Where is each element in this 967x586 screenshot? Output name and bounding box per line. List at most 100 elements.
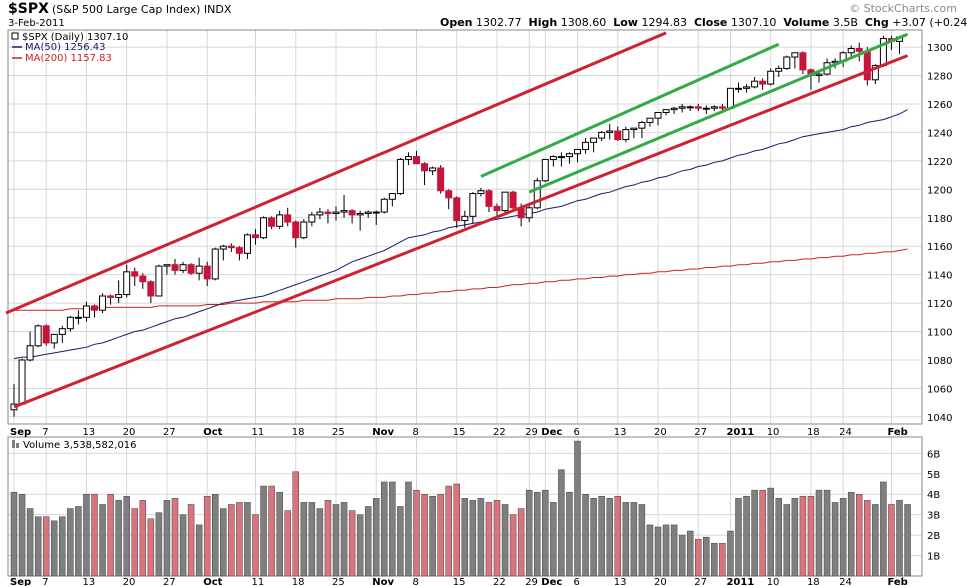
candle [775,65,783,77]
ma50-path [13,109,908,360]
candle [654,111,662,126]
volume-bar [598,496,605,577]
candle [662,109,670,116]
date-tick-label: 25 [332,427,345,438]
volume-bar [203,496,211,577]
volume-bar [18,493,26,577]
candle [565,152,573,164]
volume-bar [236,502,243,577]
volume-bar [10,491,18,577]
volume-bar [437,493,444,577]
candle-body [252,234,259,239]
volume-bar [212,493,219,577]
volume-legend: Volume 3,538,582,016 [12,440,137,451]
candle-body [308,214,316,223]
candle-body [646,117,654,123]
legend-volume-text: Volume 3,538,582,016 [23,440,137,451]
volume-bar [99,504,106,577]
volume-bar [872,504,879,577]
date-axis-price: Sep 7 13 20 27 Oct 11 18 25 Nov 8 15 22 29 Dec 6 13 20 27 2… [10,427,908,438]
candle [332,206,340,221]
volume-bar [550,502,557,577]
trendline-red [13,54,909,409]
candle-body [493,205,501,212]
candle-body [871,65,879,81]
legend-volume-swatch [12,440,15,448]
volume-bar [847,491,855,577]
volume-tick-label: 1B [927,552,940,563]
date-tick-label: Dec [541,427,562,438]
candle [372,210,380,225]
candle [300,219,308,240]
ma50-line [13,109,908,360]
date-tick-label-volume: 8 [413,577,419,586]
volume-bar [123,496,130,577]
date-tick-label: 27 [694,427,707,438]
volume-bar [678,534,686,577]
volume-bar [83,493,90,577]
candle-body [557,156,565,159]
candle-body [606,130,614,133]
trendline-red [5,31,667,315]
candle [131,267,139,287]
volume-bar [421,493,428,577]
date-tick-label: 24 [839,427,852,438]
candle-body [66,316,74,330]
candle-body [686,106,694,109]
volume-bar [582,493,589,577]
volume-bar [445,485,452,577]
volume-bar [373,498,380,577]
candle-body [26,345,34,361]
date-tick-label-volume: 13 [82,577,95,586]
candle [815,71,823,83]
date-tick-label: 20 [123,427,136,438]
candle-body [598,131,606,139]
volume-bar [606,498,613,577]
candle [26,331,34,362]
date-tick-label: Sep [10,427,31,438]
candle-body [549,156,557,160]
candle [710,105,718,112]
candle-body [445,190,453,199]
candle [533,177,541,210]
candle-body [260,217,268,239]
volume-label: Volume [783,16,830,29]
date-tick-label: Nov [372,427,394,438]
date-tick-label-volume: Oct [203,577,222,586]
price-tick-label: 1100 [927,328,952,339]
volume-bar [405,481,412,577]
candle-body [565,153,573,158]
date-tick-label: Feb [887,427,907,438]
price-tick-label: 1240 [927,128,952,139]
date-tick-label-volume: 10 [767,577,780,586]
volume-bar [26,508,34,577]
candle [171,259,179,275]
candle-body [847,47,855,54]
volume-bar [131,508,138,577]
price-tick-label: 1260 [927,100,952,111]
date-tick-label: 11 [252,427,265,438]
volume-bar [51,520,58,577]
volume-bar [340,502,348,577]
candle [767,68,775,86]
candle-body [324,211,332,214]
candle-body [380,198,388,213]
date-tick-label-volume: 20 [654,577,667,586]
volume-bar [308,502,316,577]
candle [694,103,702,112]
volume-bar [244,502,251,577]
low-label: Low [613,16,638,29]
candle-body [404,156,412,160]
candle-body [791,52,799,58]
date-tick-label-volume: 7 [42,577,48,586]
candle-body [58,328,66,335]
price-tick-label: 1220 [927,157,952,168]
candle [211,247,219,281]
candle-body [525,207,533,219]
candle-body [139,275,147,283]
candle-body [855,47,863,52]
candle-body [348,210,356,216]
price-tick-label: 1160 [927,242,952,253]
candle [292,220,300,248]
